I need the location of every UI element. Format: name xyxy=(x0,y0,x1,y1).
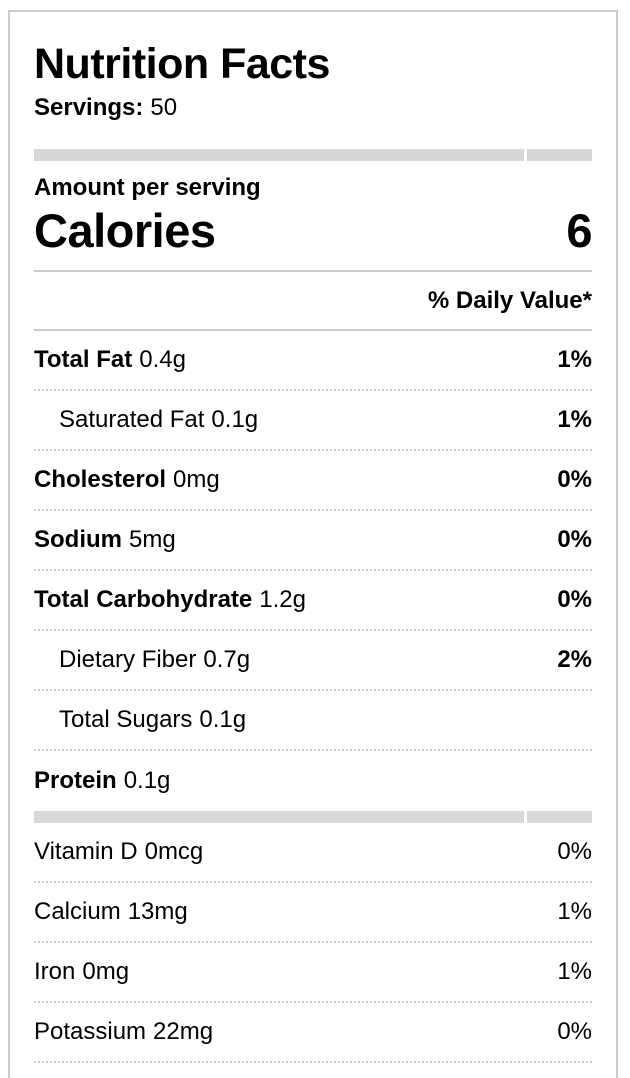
nutrient-row-total-sugars: Total Sugars 0.1g xyxy=(34,691,592,752)
nutrient-name: Sodium xyxy=(34,526,122,554)
nutrient-daily-value: 0% xyxy=(557,586,592,614)
nutrient-amount: 0mg xyxy=(173,466,220,494)
separator-bar-left-segment xyxy=(34,149,524,162)
nutrient-amount: 0.4g xyxy=(139,346,186,374)
nutrient-name: Total Carbohydrate xyxy=(34,586,253,614)
amount-per-serving-label: Amount per serving xyxy=(34,174,261,202)
nutrient-name: Cholesterol xyxy=(34,466,167,494)
calories-label: Calories xyxy=(34,204,216,258)
separator-bar-right-segment xyxy=(527,811,592,824)
calories-value: 6 xyxy=(566,204,592,258)
nutrient-name: Calcium xyxy=(34,898,121,926)
nutrient-daily-value: 0% xyxy=(557,526,592,554)
micronutrient-row-potassium: Potassium 22mg 0% xyxy=(34,1003,592,1064)
nutrient-daily-value: 0% xyxy=(557,838,592,866)
nutrient-daily-value: 1% xyxy=(557,958,592,986)
nutrient-daily-value: 1% xyxy=(557,346,592,374)
separator-bar-right-segment xyxy=(527,149,592,162)
nutrient-amount: 0.1g xyxy=(199,706,247,734)
micronutrient-row-calcium: Calcium 13mg 1% xyxy=(34,883,592,944)
nutrient-row-sodium: Sodium 5mg 0% xyxy=(34,511,592,572)
nutrient-amount: 22mg xyxy=(153,1018,214,1046)
nutrient-daily-value: 0% xyxy=(557,466,592,494)
nutrient-name: Saturated Fat xyxy=(59,406,205,434)
servings-value: 50 xyxy=(150,94,178,122)
nutrient-amount: 0mg xyxy=(82,958,130,986)
nutrient-name: Total Fat xyxy=(34,346,133,374)
nutrient-amount: 0.1g xyxy=(211,406,259,434)
nutrient-row-cholesterol: Cholesterol 0mg 0% xyxy=(34,451,592,512)
nutrient-name: Protein xyxy=(34,767,117,795)
nutrient-name: Potassium xyxy=(34,1018,147,1046)
section-separator-bar xyxy=(34,149,592,162)
nutrient-name: Vitamin D xyxy=(34,838,138,866)
nutrient-daily-value: 1% xyxy=(557,406,592,434)
servings-label: Servings: xyxy=(34,94,144,122)
nutrient-row-saturated-fat: Saturated Fat 0.1g 1% xyxy=(34,391,592,452)
nutrient-row-total-fat: Total Fat 0.4g 1% xyxy=(34,331,592,392)
nutrient-daily-value: 0% xyxy=(557,1018,592,1046)
nutrition-facts-label: Nutrition Facts Servings: 50 Amount per s… xyxy=(8,10,618,1078)
micronutrient-row-iron: Iron 0mg 1% xyxy=(34,943,592,1004)
daily-value-header: % Daily Value* xyxy=(34,272,592,332)
nutrient-amount: 1.2g xyxy=(259,586,306,614)
nutrient-amount: 0mcg xyxy=(144,838,204,866)
servings-line: Servings: 50 xyxy=(34,94,592,122)
calories-row: Calories 6 xyxy=(34,202,592,273)
nutrient-row-dietary-fiber: Dietary Fiber 0.7g 2% xyxy=(34,631,592,692)
section-separator-bar xyxy=(34,811,592,824)
nutrient-amount: 13mg xyxy=(127,898,188,926)
separator-bar-left-segment xyxy=(34,811,524,824)
nutrient-amount: 0.7g xyxy=(203,646,251,674)
micronutrient-row-vitamin-d: Vitamin D 0mcg 0% xyxy=(34,823,592,884)
nutrient-amount: 5mg xyxy=(129,526,176,554)
page-title: Nutrition Facts xyxy=(34,40,330,88)
nutrient-daily-value: 2% xyxy=(557,646,592,674)
nutrient-row-total-carbohydrate: Total Carbohydrate 1.2g 0% xyxy=(34,571,592,632)
nutrient-amount: 0.1g xyxy=(123,767,171,795)
nutrient-row-protein: Protein 0.1g xyxy=(34,751,592,811)
nutrient-daily-value: 1% xyxy=(557,898,592,926)
nutrient-name: Iron xyxy=(34,958,76,986)
nutrient-name: Dietary Fiber xyxy=(59,646,197,674)
nutrient-name: Total Sugars xyxy=(59,706,193,734)
